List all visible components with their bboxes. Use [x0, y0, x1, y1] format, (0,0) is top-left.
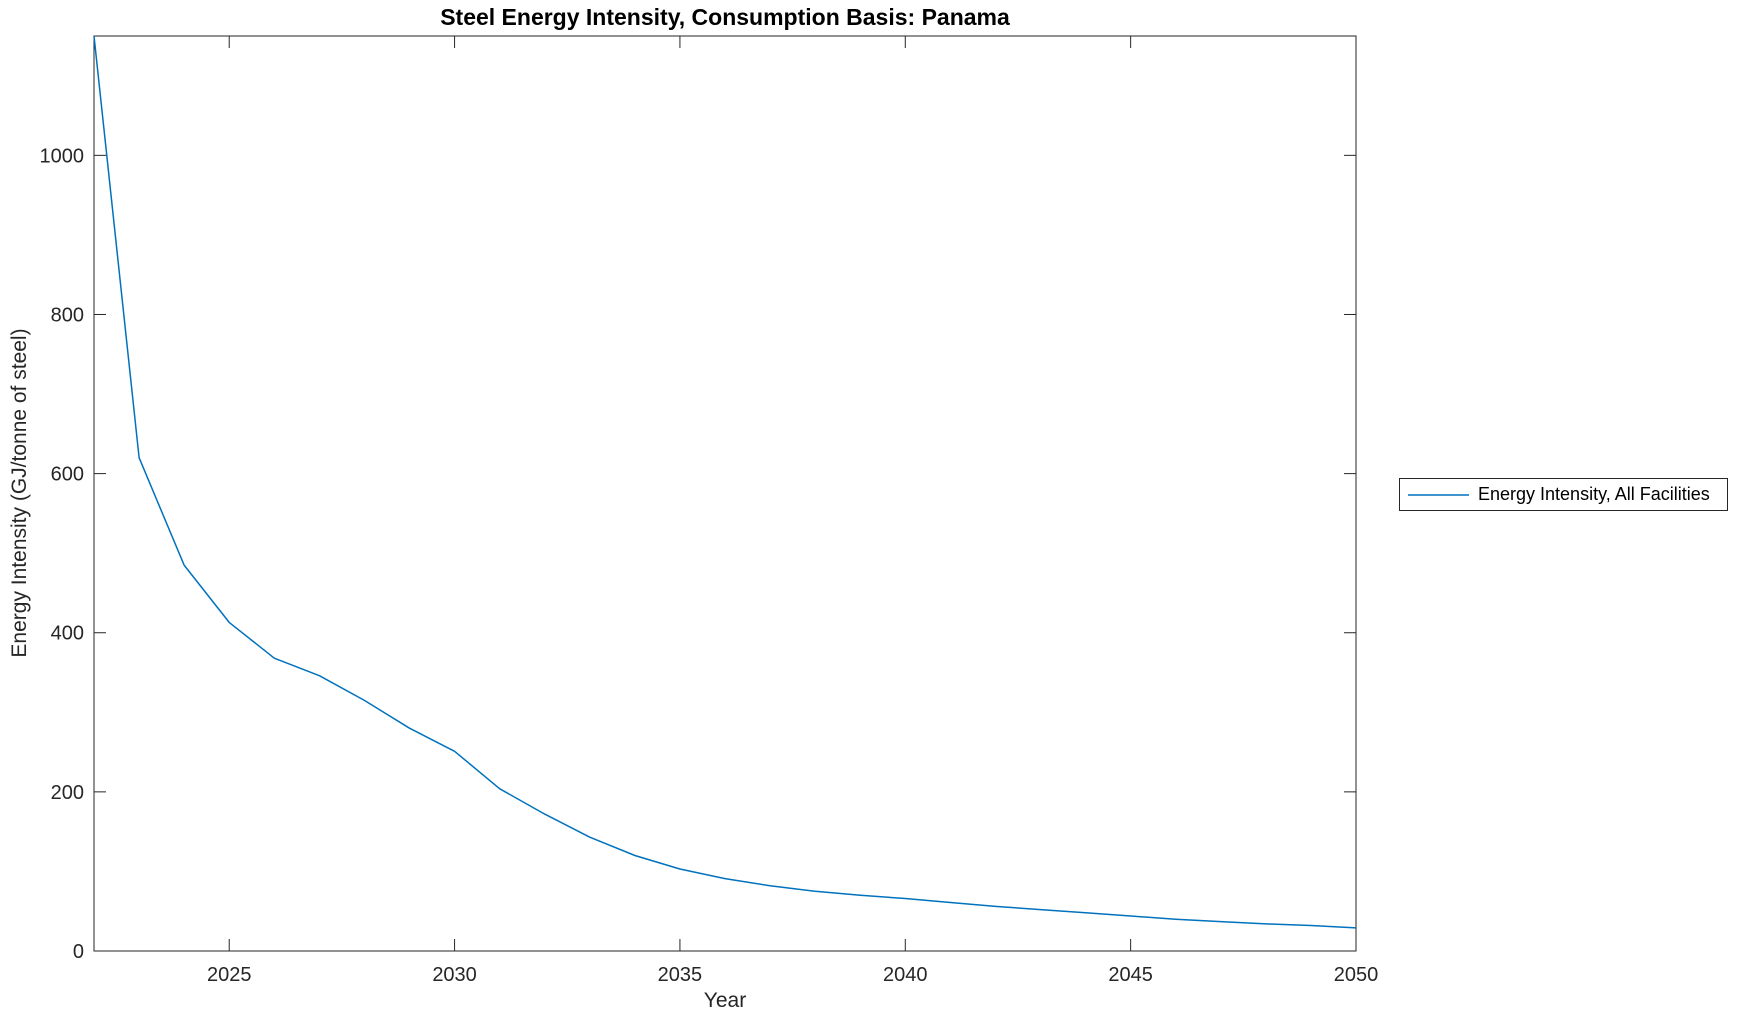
x-tick-label: 2030: [432, 964, 477, 986]
legend-line-sample: [1408, 493, 1469, 496]
y-tick-label: 0: [73, 941, 84, 963]
y-tick-label: 400: [51, 623, 84, 645]
chart-title: Steel Energy Intensity, Consumption Basi…: [440, 4, 1010, 30]
x-tick-label: 2035: [658, 964, 703, 986]
x-axis-label: Year: [704, 989, 746, 1012]
y-tick-label: 600: [51, 464, 84, 486]
legend-label: Energy Intensity, All Facilities: [1478, 484, 1710, 504]
y-axis-label: Energy Intensity (GJ/tonne of steel): [8, 328, 31, 657]
axes-layer: 2025 2030 2035 2040 2045 2050 0 200 400 600 800 100…: [40, 35, 1379, 986]
series-line: [93, 35, 1357, 929]
series-layer: [93, 35, 1357, 929]
x-tick-label: 2025: [207, 964, 252, 986]
y-tick-label: 200: [51, 782, 84, 804]
x-tick-label: 2050: [1334, 964, 1379, 986]
plot-box: [93, 35, 1357, 952]
y-tick-label: 1000: [40, 145, 85, 167]
legend: Energy Intensity, All Facilities: [1399, 478, 1728, 511]
x-tick-label: 2040: [883, 964, 928, 986]
y-tick-label: 800: [51, 304, 84, 326]
x-tick-label: 2045: [1108, 964, 1153, 986]
